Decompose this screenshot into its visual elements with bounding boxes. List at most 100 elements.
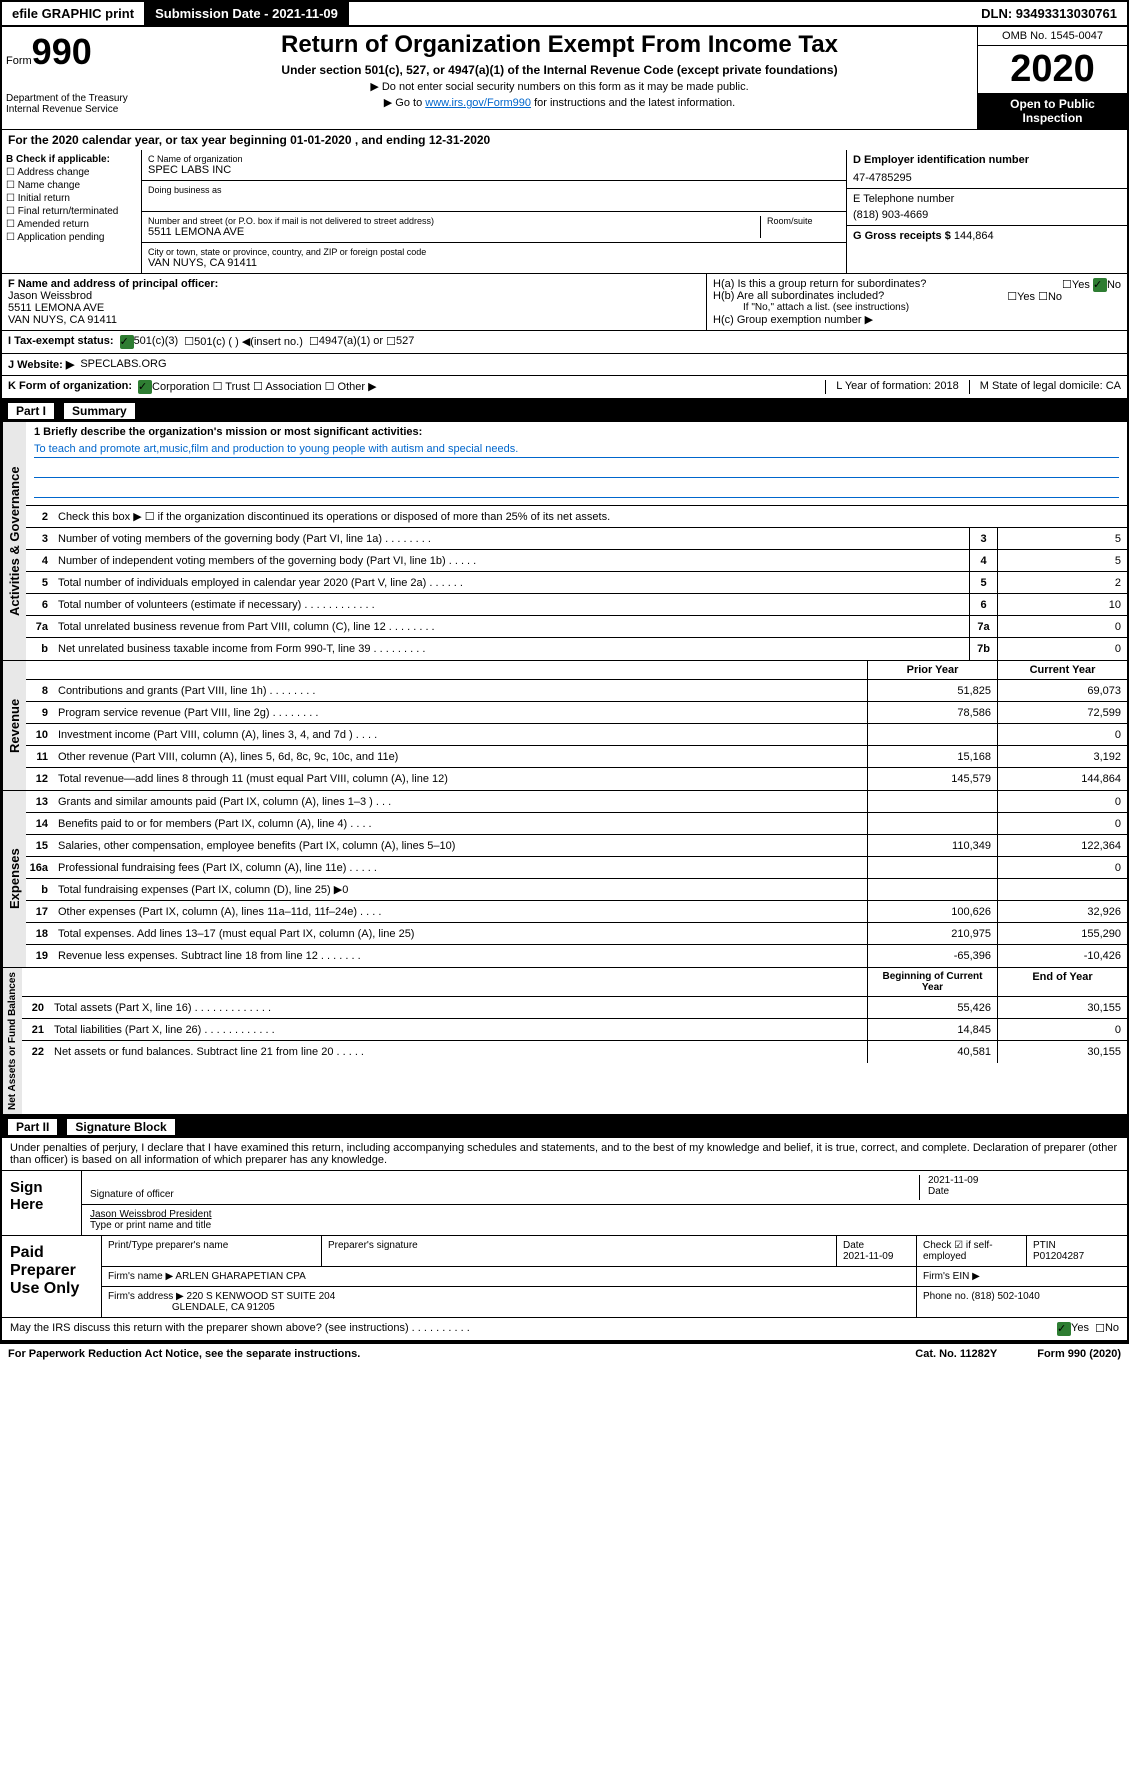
submission-date: Submission Date - 2021-11-09 <box>145 2 349 25</box>
527: 527 <box>396 335 414 349</box>
current-value: 72,599 <box>997 702 1127 723</box>
omb-number: OMB No. 1545-0047 <box>978 27 1127 46</box>
tax-exempt-label: I Tax-exempt status: <box>8 335 114 349</box>
line-desc: Professional fundraising fees (Part IX, … <box>54 859 867 877</box>
prior-value: 40,581 <box>867 1041 997 1063</box>
line-desc: Contributions and grants (Part VIII, lin… <box>54 682 867 700</box>
dba-label: Doing business as <box>148 185 840 195</box>
expenses-section: Expenses 13Grants and similar amounts pa… <box>0 791 1129 968</box>
date-label: Date <box>928 1186 1119 1197</box>
website-label: J Website: ▶ <box>8 358 74 371</box>
current-value: 0 <box>997 813 1127 834</box>
ein-value: 47-4785295 <box>853 172 1121 184</box>
sig-disclaimer: Under penalties of perjury, I declare th… <box>2 1138 1127 1171</box>
officer-addr2: VAN NUYS, CA 91411 <box>8 314 700 326</box>
current-value: 0 <box>997 724 1127 745</box>
prior-value <box>867 879 997 900</box>
current-value: 0 <box>997 791 1127 812</box>
governance-section: Activities & Governance 1 Briefly descri… <box>0 422 1129 661</box>
prior-value: 100,626 <box>867 901 997 922</box>
note-link-pre: ▶ Go to <box>384 97 425 109</box>
firm-ein-label: Firm's EIN ▶ <box>917 1267 1127 1286</box>
chk-address[interactable]: ☐ Address change <box>6 167 137 178</box>
org-name: SPEC LABS INC <box>148 164 840 176</box>
current-value: 0 <box>997 1019 1127 1040</box>
officer-name: Jason Weissbrod <box>8 290 700 302</box>
check-icon: ✓ <box>120 335 134 349</box>
page-footer: For Paperwork Reduction Act Notice, see … <box>0 1344 1129 1364</box>
org-city: VAN NUYS, CA 91411 <box>148 257 840 269</box>
prior-value: 78,586 <box>867 702 997 723</box>
row-f-h: F Name and address of principal officer:… <box>0 274 1129 331</box>
addr-label: Number and street (or P.O. box if mail i… <box>148 216 760 226</box>
form-label: Form <box>6 55 32 67</box>
line-desc: Number of independent voting members of … <box>54 552 969 570</box>
current-value: 155,290 <box>997 923 1127 944</box>
part1-header: Part I Summary <box>0 400 1129 422</box>
efile-btn[interactable]: efile GRAPHIC print <box>2 2 145 25</box>
line-value: 10 <box>997 594 1127 615</box>
line-desc: Grants and similar amounts paid (Part IX… <box>54 793 867 811</box>
note-link-post: for instructions and the latest informat… <box>531 97 735 109</box>
chk-name[interactable]: ☐ Name change <box>6 180 137 191</box>
line-value: 0 <box>997 638 1127 660</box>
line-value: 0 <box>997 616 1127 637</box>
part2-header: Part II Signature Block <box>0 1116 1129 1138</box>
prior-value: 14,845 <box>867 1019 997 1040</box>
form-subtitle: Under section 501(c), 527, or 4947(a)(1)… <box>152 63 967 77</box>
sig-officer-label: Signature of officer <box>90 1189 919 1200</box>
side-governance: Activities & Governance <box>2 422 26 660</box>
note-ssn: ▶ Do not enter social security numbers o… <box>152 80 967 93</box>
col-current: Current Year <box>997 661 1127 679</box>
main-info-block: B Check if applicable: ☐ Address change … <box>0 150 1129 274</box>
chk-pending[interactable]: ☐ Application pending <box>6 232 137 243</box>
prior-value: 51,825 <box>867 680 997 701</box>
mission-text: To teach and promote art,music,film and … <box>34 441 1119 458</box>
prior-value: 15,168 <box>867 746 997 767</box>
line-desc: Total unrelated business revenue from Pa… <box>54 618 969 636</box>
prior-value: 210,975 <box>867 923 997 944</box>
line-desc: Total liabilities (Part X, line 26) . . … <box>50 1021 867 1039</box>
chk-amended[interactable]: ☐ Amended return <box>6 219 137 230</box>
self-employed: Check ☑ if self-employed <box>917 1236 1027 1266</box>
prior-value: 145,579 <box>867 768 997 790</box>
irs-link[interactable]: www.irs.gov/Form990 <box>425 97 531 109</box>
year-formation: L Year of formation: 2018 <box>825 380 969 394</box>
line2: Check this box ▶ ☐ if the organization d… <box>54 507 1127 526</box>
line-desc: Total expenses. Add lines 13–17 (must eq… <box>54 925 867 943</box>
prior-value <box>867 791 997 812</box>
firm-city: GLENDALE, CA 91205 <box>172 1302 275 1313</box>
part1-title: Summary <box>64 403 135 419</box>
officer-addr1: 5511 LEMONA AVE <box>8 302 700 314</box>
chk-initial[interactable]: ☐ Initial return <box>6 193 137 204</box>
tax-year: 2020 <box>978 46 1127 93</box>
line-desc: Total revenue—add lines 8 through 11 (mu… <box>54 770 867 788</box>
check-icon: ✓ <box>1093 278 1107 292</box>
top-bar: efile GRAPHIC print Submission Date - 20… <box>0 0 1129 27</box>
prior-value <box>867 857 997 878</box>
ein-label: D Employer identification number <box>853 154 1121 166</box>
line-desc: Other expenses (Part IX, column (A), lin… <box>54 903 867 921</box>
current-value: 30,155 <box>997 1041 1127 1063</box>
hc-label: H(c) Group exemption number ▶ <box>713 313 1121 326</box>
discuss-label: May the IRS discuss this return with the… <box>10 1322 470 1336</box>
city-label: City or town, state or province, country… <box>148 247 840 257</box>
chk-final[interactable]: ☐ Final return/terminated <box>6 206 137 217</box>
gross-value: 144,864 <box>954 230 994 242</box>
part1-num: Part I <box>8 403 54 419</box>
form-number: 990 <box>32 31 92 72</box>
prior-value: -65,396 <box>867 945 997 967</box>
line-desc: Net assets or fund balances. Subtract li… <box>50 1043 867 1061</box>
line-desc: Salaries, other compensation, employee b… <box>54 837 867 855</box>
officer-name-title: Jason Weissbrod President <box>90 1209 1119 1220</box>
cat-no: Cat. No. 11282Y <box>915 1348 997 1360</box>
prior-value: 110,349 <box>867 835 997 856</box>
sig-date: 2021-11-09 <box>928 1175 1119 1186</box>
prep-name-label: Print/Type preparer's name <box>102 1236 322 1266</box>
line-desc: Investment income (Part VIII, column (A)… <box>54 726 867 744</box>
state-domicile: M State of legal domicile: CA <box>969 380 1121 394</box>
ptin: P01204287 <box>1033 1251 1084 1262</box>
firm-phone: Phone no. (818) 502-1040 <box>917 1287 1127 1317</box>
line-desc: Total number of volunteers (estimate if … <box>54 596 969 614</box>
firm-addr: 220 S KENWOOD ST SUITE 204 <box>187 1291 336 1302</box>
